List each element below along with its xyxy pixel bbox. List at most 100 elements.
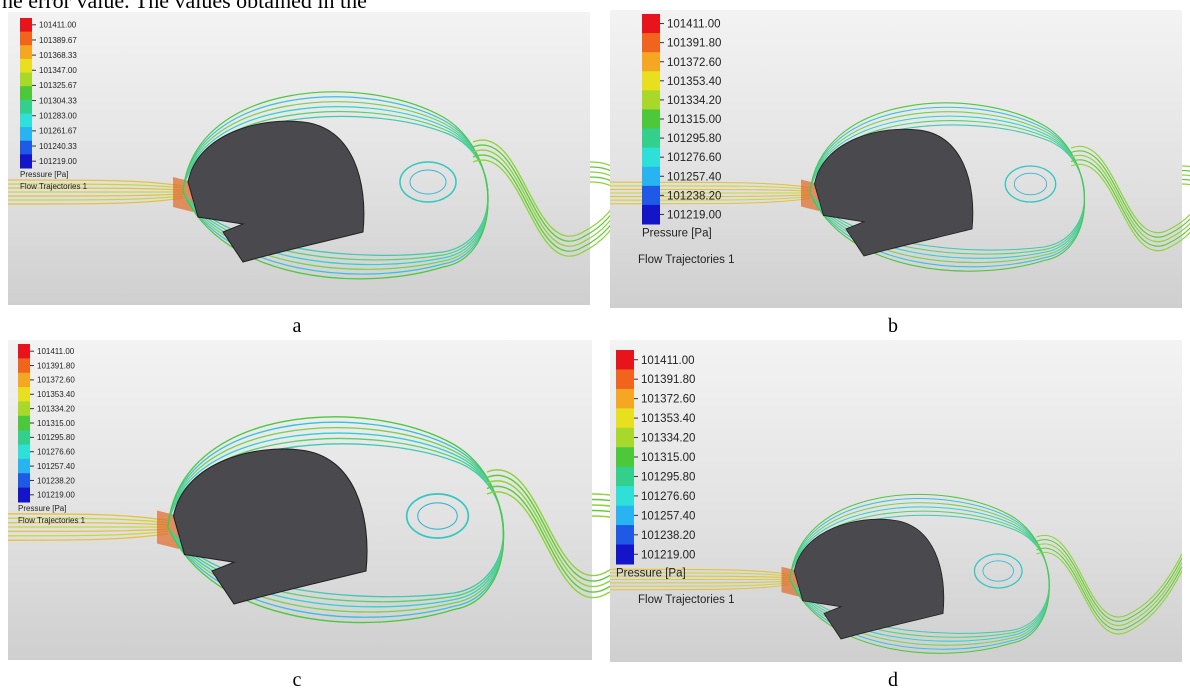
inlet-streamline xyxy=(609,580,791,584)
inlet-streamline xyxy=(7,513,169,522)
panel: 101411.00 101391.80 101372.60 101353.40 1013… xyxy=(609,340,1183,662)
legend-label: 101276.60 xyxy=(37,448,75,457)
legend-color xyxy=(642,52,660,72)
inlet-streamline xyxy=(7,521,169,526)
legend-title: Pressure [Pa] xyxy=(642,228,712,240)
panel-caption: a xyxy=(293,315,302,337)
vortex xyxy=(405,493,470,539)
legend-color xyxy=(616,525,634,546)
legend-label: 101391.80 xyxy=(37,361,75,370)
legend-label: 101372.60 xyxy=(37,376,75,385)
legend-label: 101276.60 xyxy=(667,152,721,164)
trajectories-label: Flow Trajectories 1 xyxy=(18,516,86,525)
legend-label: 101334.20 xyxy=(667,95,721,107)
legend-label: 101411.00 xyxy=(39,21,77,30)
inlet-streamline xyxy=(609,584,791,591)
legend: 101411.00 101389.67 101368.33 101347.00 1013… xyxy=(20,18,88,191)
legend-label: 101238.20 xyxy=(667,190,721,202)
legend-color xyxy=(20,86,32,101)
legend-color xyxy=(642,185,660,206)
legend-color xyxy=(18,358,30,374)
legend-color xyxy=(18,415,30,431)
inlet-streamline xyxy=(7,195,184,201)
legend-color xyxy=(20,113,32,128)
inlet-streamline xyxy=(7,193,184,197)
vortex xyxy=(1013,172,1048,196)
inlet-streamline xyxy=(609,572,791,577)
legend-label: 101372.60 xyxy=(641,394,695,406)
legend-color xyxy=(616,447,634,468)
legend-label: 101368.33 xyxy=(39,51,77,60)
panel-caption: c xyxy=(293,669,302,688)
header-text: he error value. The values obtained in t… xyxy=(2,0,367,13)
legend-color xyxy=(616,369,634,390)
legend: 101411.00 101391.80 101372.60 101353.40 1013… xyxy=(18,344,86,525)
panel: 101411.00 101389.67 101368.33 101347.00 1013… xyxy=(7,12,623,305)
outlet-streamline xyxy=(1036,534,1183,618)
legend-color xyxy=(18,444,30,460)
legend-label: 101315.00 xyxy=(641,452,695,464)
stagnation xyxy=(801,179,819,211)
legend-label: 101238.20 xyxy=(37,476,75,485)
legend-label: 101304.33 xyxy=(39,96,77,105)
legend-color xyxy=(616,350,634,370)
legend-label: 101261.67 xyxy=(39,127,77,136)
legend-color xyxy=(18,372,30,388)
inlet-streamline xyxy=(7,532,169,541)
legend-color xyxy=(18,401,30,417)
outlet-streamline xyxy=(1070,154,1190,243)
legend-color xyxy=(20,31,32,46)
legend-color xyxy=(642,71,660,91)
loop-streamline xyxy=(182,91,489,280)
legend-label: 101257.40 xyxy=(37,462,75,471)
legend-color xyxy=(20,72,32,87)
legend-color xyxy=(642,14,660,34)
legend-label: 101347.00 xyxy=(39,66,77,75)
legend-color xyxy=(18,473,30,489)
legend-color xyxy=(20,127,32,142)
legend-title: Pressure [Pa] xyxy=(616,568,686,580)
outlet-streamline xyxy=(1070,163,1190,252)
outlet-streamline xyxy=(1070,145,1190,234)
legend-label: 101219.00 xyxy=(641,549,695,561)
legend-color xyxy=(616,486,634,507)
outlet-streamline xyxy=(1036,551,1183,635)
legend-label: 101283.00 xyxy=(39,112,77,121)
legend-color xyxy=(18,487,30,503)
vortex xyxy=(399,161,457,203)
legend-color xyxy=(20,45,32,60)
panel-caption: d xyxy=(888,669,898,688)
trajectories-label: Flow Trajectories 1 xyxy=(20,182,88,191)
stagnation xyxy=(781,566,799,597)
legend-label: 101315.00 xyxy=(667,114,721,126)
outlet-streamline xyxy=(1036,543,1183,626)
legend-color xyxy=(20,154,32,169)
legend-label: 101353.40 xyxy=(641,413,695,425)
legend-label: 101391.80 xyxy=(641,374,695,386)
legend-label: 101334.20 xyxy=(641,433,695,445)
legend-label: 101391.80 xyxy=(667,38,721,50)
legend-label: 101240.33 xyxy=(39,142,77,151)
legend-label: 101257.40 xyxy=(667,171,721,183)
loop-streamline xyxy=(789,493,1050,654)
legend-color xyxy=(20,18,32,33)
flow xyxy=(609,493,1183,654)
legend-color xyxy=(616,427,634,448)
legend-color xyxy=(642,166,660,187)
legend-color xyxy=(616,544,634,565)
outlet-streamline xyxy=(1036,539,1183,622)
legend-label: 101325.67 xyxy=(39,81,77,90)
legend-label: 101295.80 xyxy=(37,433,75,442)
legend-label: 101372.60 xyxy=(667,57,721,69)
panel: 101411.00 101391.80 101372.60 101353.40 1013… xyxy=(610,10,1190,308)
panel-caption: b xyxy=(888,315,898,337)
legend-label: 101295.80 xyxy=(641,471,695,483)
inlet-streamline xyxy=(7,517,169,524)
inlet-streamline xyxy=(7,528,169,533)
inlet-streamline xyxy=(609,575,791,579)
trajectories-label: Flow Trajectories 1 xyxy=(638,594,735,606)
legend-color xyxy=(20,58,32,74)
legend-label: 101334.20 xyxy=(37,404,75,413)
legend: 101411.00 101391.80 101372.60 101353.40 1013… xyxy=(616,350,735,606)
